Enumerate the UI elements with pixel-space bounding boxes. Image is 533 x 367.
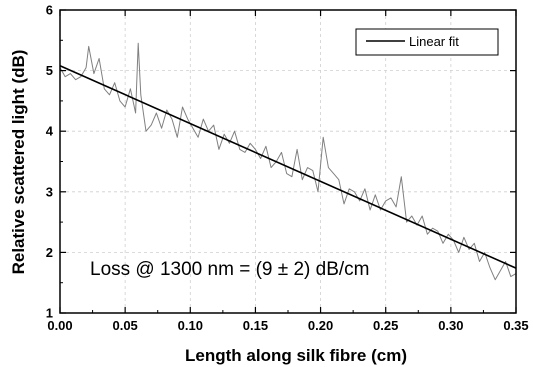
x-tick-label: 0.30 — [438, 318, 463, 333]
x-tick-label: 0.10 — [178, 318, 203, 333]
x-tick-labels: 0.00 0.05 0.10 0.15 0.20 0.25 0.30 0.35 — [47, 318, 528, 333]
x-tick-label: 0.25 — [373, 318, 398, 333]
x-tick-label: 0.00 — [47, 318, 72, 333]
y-tick-label: 1 — [46, 306, 53, 321]
loss-annotation: Loss @ 1300 nm = (9 ± 2) dB/cm — [90, 259, 369, 280]
y-tick-label: 2 — [46, 245, 53, 260]
y-tick-labels: 1 2 3 4 5 6 — [46, 3, 54, 321]
axis-ticks — [59, 9, 517, 314]
y-tick-label: 6 — [46, 3, 53, 18]
x-tick-label: 0.35 — [503, 318, 528, 333]
linear-fit-series — [59, 65, 517, 269]
x-tick-label: 0.15 — [243, 318, 268, 333]
y-tick-label: 5 — [46, 63, 53, 78]
measured-data-series — [59, 42, 517, 281]
x-tick-label: 0.05 — [112, 318, 137, 333]
legend-box — [355, 28, 499, 56]
y-axis-label: Relative scattered light (dB) — [9, 50, 28, 275]
x-tick-label: 0.20 — [308, 318, 333, 333]
y-tick-label: 4 — [46, 124, 54, 139]
measured-data-line — [59, 42, 517, 281]
legend-label-linear-fit: Linear fit — [409, 34, 459, 49]
linear-fit-line — [59, 65, 517, 269]
legend: Linear fit — [355, 28, 499, 56]
x-axis-label: Length along silk fibre (cm) — [185, 346, 407, 365]
y-tick-label: 3 — [46, 184, 53, 199]
